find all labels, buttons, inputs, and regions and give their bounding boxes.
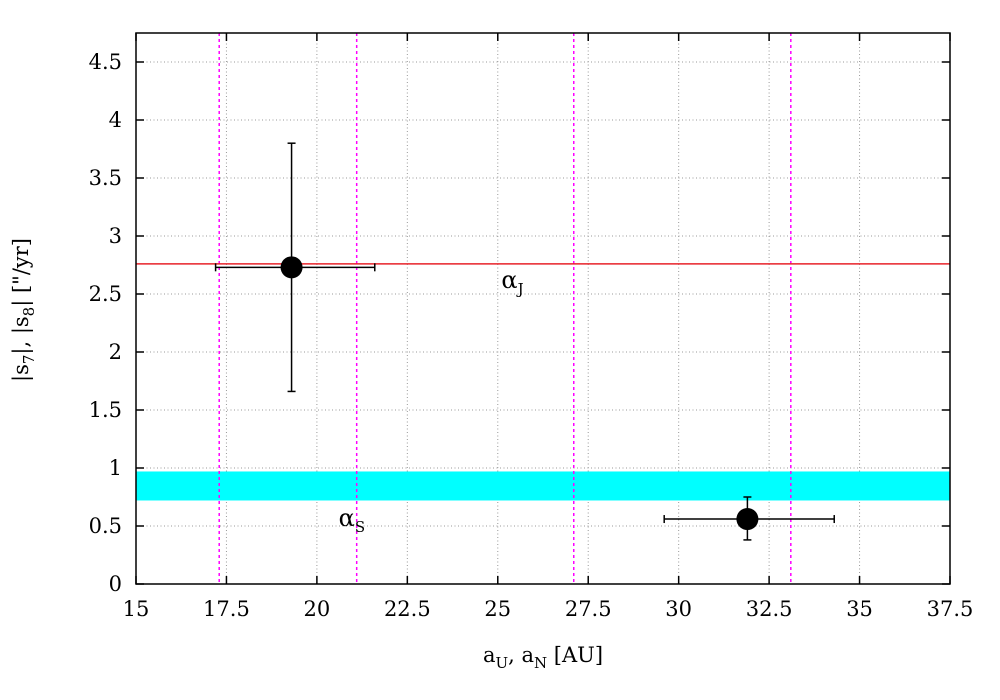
grid xyxy=(136,33,950,584)
x-axis-title-sub-n: N xyxy=(534,654,547,672)
y-tick-label: 4 xyxy=(109,108,122,132)
y-axis-title-part: |, |s xyxy=(9,316,34,354)
x-tick-label: 30 xyxy=(665,597,692,621)
x-tick-label: 25 xyxy=(484,597,511,621)
x-tick-label: 27.5 xyxy=(565,597,612,621)
y-axis-title-part: | ["/yr] xyxy=(9,238,34,307)
y-axis-title-sub-8: 8 xyxy=(20,307,38,317)
data-points xyxy=(214,142,835,541)
data-point xyxy=(280,256,303,279)
x-tick-label: 20 xyxy=(304,597,331,621)
x-tick-label: 32.5 xyxy=(746,597,793,621)
x-tick-label: 35 xyxy=(846,597,873,621)
y-tick-label: 1.5 xyxy=(89,398,122,422)
cyan-band xyxy=(136,471,950,501)
x-axis-title-part: [AU] xyxy=(547,643,603,667)
x-tick-label: 15 xyxy=(123,597,150,621)
vertical-reference-lines xyxy=(218,33,792,584)
y-tick-label: 3.5 xyxy=(89,166,122,190)
annotation-label: αS xyxy=(339,504,366,536)
y-axis-title-part: |s xyxy=(9,364,34,382)
y-tick-label: 0 xyxy=(109,572,122,596)
y-tick-label: 4.5 xyxy=(89,50,122,74)
y-axis-title: |s7|, |s8| ["/yr] xyxy=(9,238,38,382)
x-tick-label: 22.5 xyxy=(384,597,431,621)
x-axis-title-part: a xyxy=(483,643,496,667)
annotation-label: αJ xyxy=(501,266,523,298)
ticks: 15 17.5 20 22.5 25 27.5 30 32.5 35 37.500.511.522… xyxy=(89,33,974,621)
data-point-group xyxy=(663,496,835,541)
y-tick-label: 3 xyxy=(109,224,122,248)
y-tick-label: 0.5 xyxy=(89,514,122,538)
annotations: αJ αS xyxy=(339,266,524,536)
x-tick-label: 37.5 xyxy=(927,597,974,621)
x-tick-label: 17.5 xyxy=(203,597,250,621)
plot-frame xyxy=(135,32,951,585)
y-axis-title-sub-7: 7 xyxy=(20,355,38,365)
x-axis-title: aU, aN [AU] xyxy=(483,643,603,672)
y-tick-label: 2 xyxy=(109,340,122,364)
y-tick-label: 1 xyxy=(109,456,122,480)
data-point xyxy=(736,508,759,531)
x-axis-title-part: , a xyxy=(508,643,534,667)
bands xyxy=(136,471,950,501)
x-axis-title-sub-u: U xyxy=(495,654,508,672)
y-tick-label: 2.5 xyxy=(89,282,122,306)
data-point-group xyxy=(214,142,376,393)
